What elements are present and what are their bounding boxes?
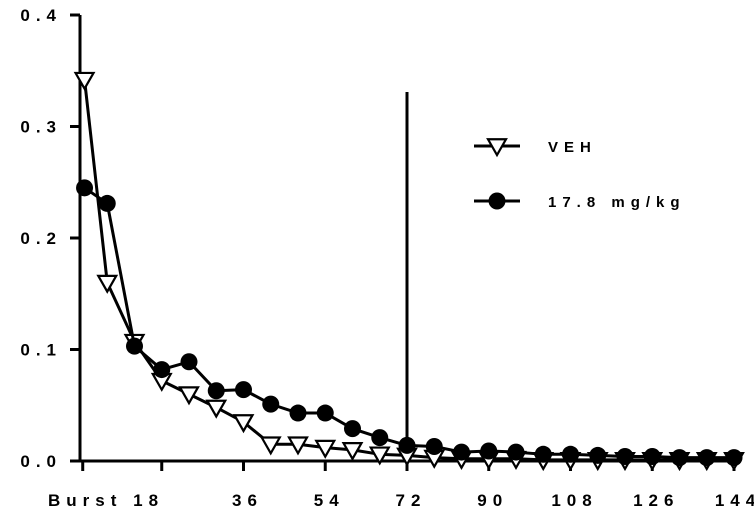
data-point	[316, 404, 334, 422]
data-point	[589, 446, 607, 464]
data-point	[153, 361, 171, 379]
data-point	[562, 445, 579, 463]
data-point	[507, 443, 525, 461]
data-point	[643, 448, 661, 466]
data-point	[616, 448, 634, 466]
data-point	[287, 436, 309, 456]
x-tick-label: 108	[551, 491, 597, 510]
data-point	[235, 381, 252, 399]
data-point	[232, 414, 255, 434]
legend-marker	[488, 192, 506, 210]
x-tick-label: 90	[477, 491, 508, 510]
data-point	[453, 443, 470, 461]
legend-label: VEH	[548, 139, 597, 156]
y-tick-label: 0.4	[20, 6, 62, 25]
y-tick-label: 0.1	[20, 341, 62, 360]
data-point	[205, 399, 228, 419]
y-tick-label: 0.0	[20, 452, 62, 471]
data-point	[534, 445, 552, 463]
data-point	[725, 449, 743, 467]
data-point	[314, 439, 337, 459]
data-point	[698, 449, 716, 467]
series-line	[83, 79, 734, 462]
data-point	[344, 420, 361, 438]
series-1	[76, 179, 743, 467]
data-point	[398, 436, 416, 454]
data-point	[368, 446, 391, 466]
legend: VEH 17.8 mg/kg	[474, 138, 686, 211]
data-point	[126, 337, 143, 355]
data-point	[480, 442, 498, 460]
data-point	[180, 353, 198, 371]
data-point	[73, 71, 96, 91]
data-point	[671, 449, 688, 467]
x-tick-label: Burst 18	[48, 491, 164, 510]
x-tick-label: 54	[314, 491, 345, 510]
series-line	[83, 186, 734, 460]
data-point	[371, 429, 389, 447]
data-point	[259, 436, 282, 456]
data-point	[98, 194, 116, 212]
x-tick-label: 126	[633, 491, 679, 510]
x-tick-label: 36	[232, 491, 263, 510]
series-group	[73, 71, 745, 472]
data-point	[207, 382, 225, 400]
data-point	[76, 179, 94, 197]
data-point	[425, 438, 443, 456]
x-tick-label: 72	[396, 491, 427, 510]
y-tick-label: 0.3	[20, 118, 62, 137]
y-tick-label: 0.2	[20, 229, 62, 248]
data-point	[262, 395, 280, 413]
data-point	[178, 386, 200, 406]
legend-label: 17.8 mg/kg	[548, 194, 686, 211]
x-tick-label: 144	[715, 491, 754, 510]
data-point	[341, 442, 364, 462]
data-point	[289, 404, 307, 422]
legend-marker	[486, 138, 508, 158]
series-0	[73, 71, 745, 472]
data-point	[96, 274, 119, 294]
